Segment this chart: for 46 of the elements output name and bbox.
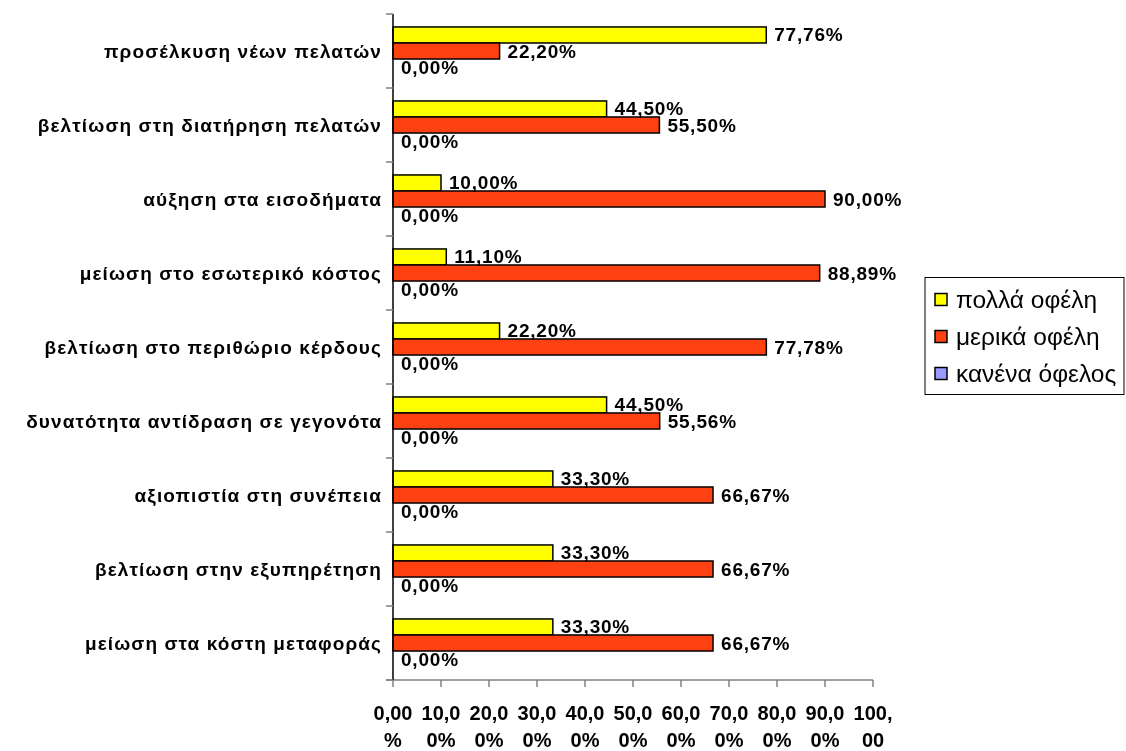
data-label: 66,67% [721,484,791,506]
data-label: 0,00% [401,352,459,374]
data-label: 66,67% [721,558,791,580]
legend-label: πολλά οφέλη [956,286,1098,313]
legend-label: κανένα όφελος [956,360,1117,387]
data-label: 10,00% [449,172,519,194]
data-label: 33,30% [560,616,631,638]
x-tick-label: 30,00% [517,702,557,751]
x-tick-label: 90,00% [805,702,845,751]
y-tick-label: βελτίωση στο περιθώριο κέρδους [44,336,382,358]
x-tick-label: 0,00% [373,702,413,751]
x-tick-label: 60,00% [661,702,701,751]
data-label: 0,00% [401,500,459,522]
data-label: 11,10% [454,246,523,268]
y-tick-label: βελτίωση στη διατήρηση πελατών [37,114,382,136]
data-label: 77,76% [774,24,844,46]
y-tick-label: μείωση στο εσωτερικό κόστος [79,262,382,284]
data-label: 88,89% [827,262,897,284]
y-tick-label: δυνατότητα αντίδραση σε γεγονότα [26,410,382,432]
y-tick-label: αξιοπιστία στη συνέπεια [134,484,382,507]
x-tick-label: 70,00% [709,702,749,751]
y-tick-label: προσέλκυση νέων πελατών [103,40,382,62]
data-label: 0,00% [401,648,459,670]
x-tick-label: 50,00% [613,702,653,751]
data-label: 66,67% [721,632,791,654]
data-label: 0,00% [401,426,459,448]
data-label: 0,00% [401,278,459,300]
x-tick-label: 10,00% [421,702,461,751]
data-label: 0,00% [401,574,459,596]
x-tick-label: 40,00% [565,702,605,751]
x-tick-label: 80,00% [757,702,797,751]
y-tick-label: μείωση στα κόστη μεταφοράς [84,632,382,654]
data-label: 22,20% [507,320,577,342]
y-tick-label: βελτίωση στην εξυπηρέτηση [94,558,382,581]
x-tick-label: 100,00 [853,702,893,751]
data-label: 33,30% [560,542,631,564]
y-tick-label: αύξηση στα εισοδήματα [143,188,382,211]
data-label: 0,00% [401,130,459,152]
data-label: 0,00% [401,56,459,78]
data-label: 90,00% [833,188,903,210]
legend-label: μερικά οφέλη [956,323,1100,350]
x-tick-label: 20,00% [469,702,509,751]
data-label: 33,30% [560,468,631,490]
data-label: 77,78% [774,336,844,358]
data-label: 0,00% [401,204,459,226]
data-label: 22,20% [507,40,577,62]
